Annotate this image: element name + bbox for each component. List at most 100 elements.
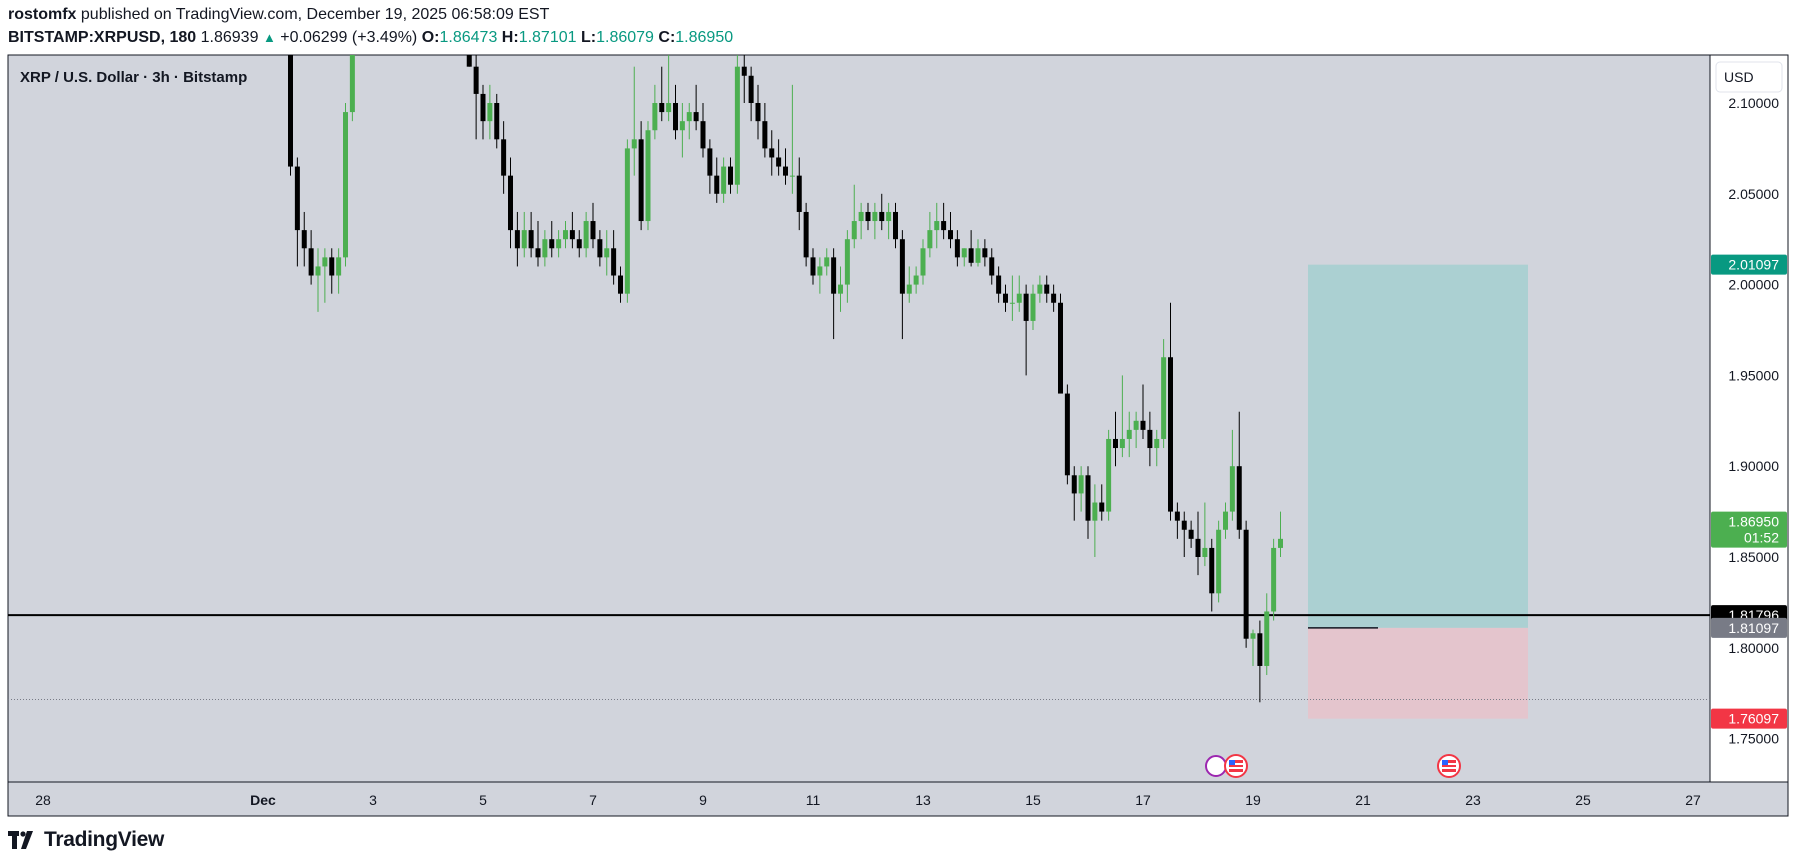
time-tick-label: 7	[589, 792, 597, 808]
tv-logo-icon	[8, 831, 33, 849]
candle-body	[294, 166, 300, 231]
up-arrow-icon: ▲	[262, 30, 276, 45]
time-axis[interactable]	[7, 781, 1789, 817]
event-marker-us-1[interactable]	[1224, 754, 1248, 778]
candle-body	[659, 103, 665, 113]
candle-body	[872, 211, 878, 222]
candle-body	[336, 257, 342, 276]
price-tick-label: 2.00000	[1728, 277, 1779, 293]
flag-canton	[1442, 760, 1448, 765]
candle-body	[597, 239, 603, 258]
candle-body	[1126, 429, 1132, 439]
price-tick-label: 1.90000	[1728, 458, 1779, 474]
candle-body	[1271, 547, 1277, 612]
candle-body	[1216, 529, 1222, 594]
price-tick-label: 1.85000	[1728, 549, 1779, 565]
low-value: 1.86079	[596, 29, 654, 46]
candle-body	[1030, 293, 1036, 321]
candle-body	[920, 248, 926, 276]
candle-body	[1113, 438, 1118, 449]
price-tick-label: 2.05000	[1728, 186, 1779, 202]
candle-body	[886, 211, 892, 222]
price-chart[interactable]: XRP / U.S. Dollar · 3h · Bitstamp 2.1000…	[0, 0, 1796, 826]
candle-body	[803, 211, 809, 258]
candle-body	[899, 239, 905, 294]
low-label: L:	[580, 29, 597, 46]
candle-body	[583, 221, 589, 249]
candle-body	[1106, 438, 1112, 512]
candle-body	[1209, 547, 1215, 594]
candle-body	[308, 248, 314, 276]
candle-body	[954, 239, 960, 258]
horizontal-lines	[8, 614, 1710, 701]
candle-body	[1202, 547, 1208, 557]
price-change: +0.06299 (+3.49%)	[280, 29, 418, 46]
candle-body	[824, 257, 830, 267]
candle-body	[514, 230, 520, 249]
candle-body	[769, 148, 775, 158]
time-tick-label: 19	[1245, 792, 1261, 808]
candle-body	[1154, 438, 1160, 449]
target-price-label-bg	[1711, 254, 1787, 275]
candle-body	[941, 221, 947, 231]
candle-body	[858, 211, 864, 222]
candle-body	[707, 148, 713, 176]
event-marker-us-2[interactable]	[1437, 754, 1461, 778]
time-tick-label: Dec	[250, 792, 276, 808]
candle-body	[288, 55, 293, 167]
candle-body	[927, 230, 933, 249]
candle-body	[473, 66, 479, 94]
price-tick-label: 1.80000	[1728, 640, 1779, 656]
candle-body	[783, 166, 788, 176]
candle-body	[466, 55, 472, 67]
high-value: 1.87101	[518, 29, 577, 46]
currency-button[interactable]: USD	[1715, 61, 1783, 93]
candle-body	[741, 66, 747, 76]
candle-body	[913, 275, 919, 285]
time-tick-label: 11	[806, 792, 821, 808]
tradingview-logo[interactable]: TradingView	[8, 826, 164, 854]
candle-body	[755, 103, 761, 122]
candle-body	[1147, 429, 1153, 449]
target-price-label: 2.01097	[1728, 257, 1779, 273]
candle-body	[1278, 538, 1283, 548]
time-tick-label: 15	[1025, 792, 1041, 808]
candle-body	[776, 157, 782, 167]
candle-body	[975, 248, 981, 263]
time-tick-label: 23	[1465, 792, 1481, 808]
candle-body	[1188, 529, 1194, 539]
candle-body	[1161, 357, 1167, 439]
candle-body	[934, 221, 940, 231]
candle-body	[1092, 502, 1098, 521]
candle-body	[624, 148, 630, 294]
candle-body	[1016, 293, 1022, 303]
published-text: published on TradingView.com, December 1…	[80, 6, 550, 23]
author-name[interactable]: rostomfx	[8, 6, 77, 23]
candle-body	[989, 257, 995, 276]
candle-body	[673, 103, 678, 131]
candle-body	[638, 139, 644, 222]
candle-body	[1064, 393, 1070, 476]
candle-body	[611, 248, 617, 276]
entry-price-label-bg	[1711, 617, 1787, 638]
candle-body	[961, 248, 967, 258]
time-tick-label: 27	[1685, 792, 1701, 808]
event-sparkle-icon	[1205, 755, 1227, 777]
price-axis[interactable]	[1709, 54, 1789, 783]
candle-body	[645, 130, 651, 222]
long-position-tool[interactable]	[1308, 264, 1528, 719]
candle-body	[1037, 284, 1043, 294]
candle-body	[501, 139, 507, 176]
candle-body	[796, 175, 802, 212]
candle-body	[1229, 466, 1235, 512]
candle-body	[343, 112, 348, 258]
candle-body	[879, 211, 885, 222]
event-markers[interactable]	[1205, 754, 1461, 778]
candle-body	[1133, 420, 1139, 430]
candle-body	[831, 257, 837, 294]
candle-body	[576, 239, 582, 249]
time-tick-label: 9	[699, 792, 707, 808]
candle-body	[1174, 511, 1180, 521]
stop-price-label: 1.76097	[1728, 711, 1779, 727]
